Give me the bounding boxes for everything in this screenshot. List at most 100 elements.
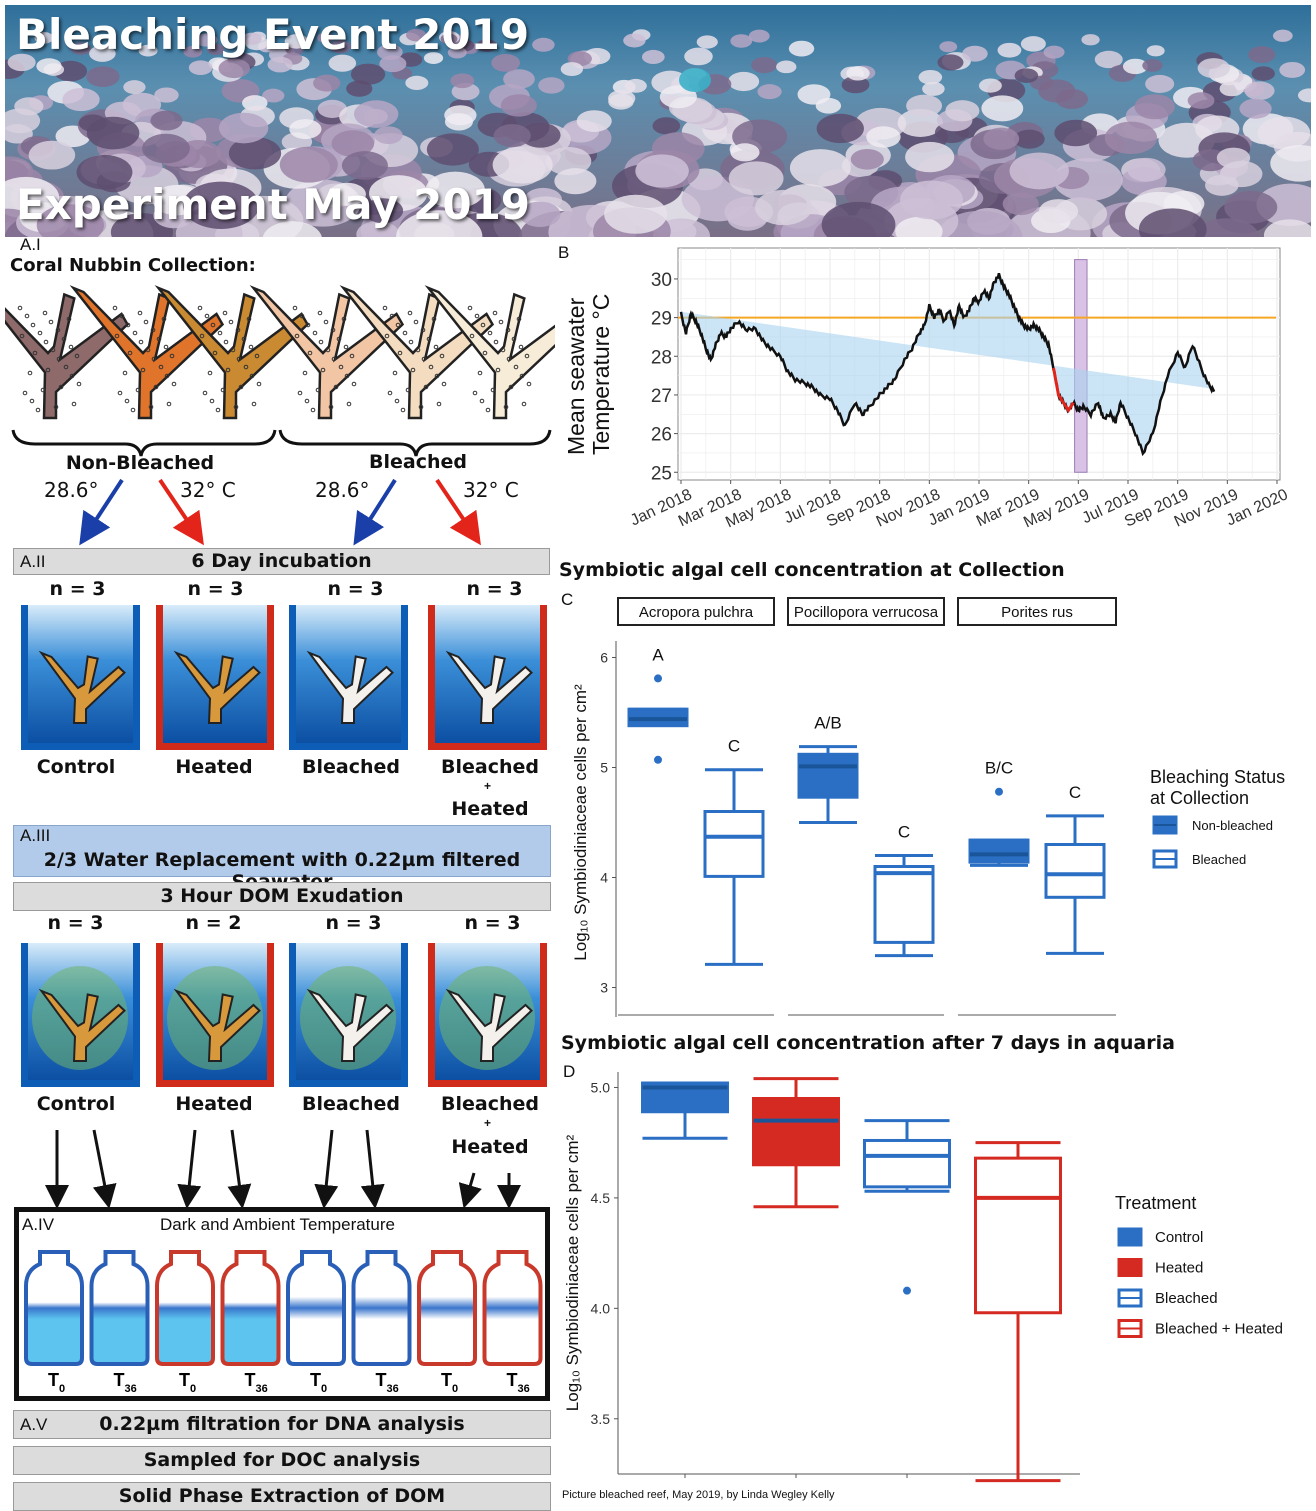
coral-colony <box>846 66 870 81</box>
coral-polyp <box>518 344 524 350</box>
timepoint-label: T36 <box>376 1370 399 1395</box>
treatment-label: Bleached <box>441 756 539 778</box>
spe-bar: Solid Phase Extraction of DOM <box>13 1482 551 1511</box>
y-tick-label: 6 <box>600 650 608 666</box>
a1-title: Coral Nubbin Collection: <box>10 255 256 276</box>
significance-letter: C <box>898 823 910 842</box>
coral-colony <box>492 146 553 184</box>
coral-colony <box>1194 218 1260 237</box>
header-title: Bleaching Event 2019 <box>16 10 530 59</box>
coral-colony <box>576 110 612 132</box>
coral-polyp <box>382 305 388 311</box>
coral-polyp <box>127 350 133 356</box>
coral-polyp <box>199 333 205 339</box>
coral-colony <box>789 149 851 187</box>
coral-polyp <box>140 367 146 373</box>
coral-colony <box>962 45 988 62</box>
coral-polyp <box>299 313 305 319</box>
coral-polyp <box>223 339 229 345</box>
coral-polyp <box>251 401 257 407</box>
coral-polyp <box>166 401 172 407</box>
coral-polyp <box>392 370 398 376</box>
timepoint-label: T0 <box>441 1370 458 1395</box>
coral-polyp <box>394 398 400 404</box>
legend-label: Bleached + Heated <box>1155 1321 1283 1338</box>
aquaria-boxplot: 3.5 4.0 4.5 5.0 Log₁₀ Symbiodiniaceae cells … <box>563 1072 1283 1483</box>
coral-polyp <box>210 322 216 328</box>
coral-polyp <box>68 344 74 350</box>
y-tick-label: 4 <box>600 870 608 886</box>
coral-colony <box>28 140 76 170</box>
coral-nubbin <box>38 988 126 1062</box>
coral-polyp <box>331 356 337 362</box>
coral-colony <box>776 60 797 74</box>
coral-polyp <box>58 384 64 390</box>
y-tick-label: 27 <box>651 386 672 407</box>
significance-letter: A/B <box>814 714 841 733</box>
coral-colony <box>1094 50 1123 69</box>
a4-title: Dark and Ambient Temperature <box>160 1215 395 1234</box>
coral-colony <box>1009 152 1069 190</box>
outlier-point <box>654 755 662 764</box>
coral-colony <box>905 141 955 173</box>
treatment-label: Control <box>36 756 116 778</box>
coral-polyp <box>119 313 125 319</box>
coral-colony <box>242 32 262 45</box>
coral-polyp <box>493 339 499 345</box>
coral-colony <box>86 116 140 150</box>
coral-colony <box>62 88 100 112</box>
coral-colony <box>684 47 713 66</box>
timepoint-label: T0 <box>310 1370 327 1395</box>
coral-polyp <box>29 398 35 404</box>
coral-colony <box>262 88 285 103</box>
coral-colony <box>356 220 400 237</box>
coral-colony <box>1142 59 1163 72</box>
treatment-label: Bleached <box>302 756 400 778</box>
coral-colony <box>1081 34 1100 46</box>
coral-colony <box>150 110 183 131</box>
incubation-bottle <box>417 1250 477 1366</box>
coral-colony <box>219 112 269 144</box>
coral-colony <box>425 171 485 209</box>
doc-title: Sampled for DOC analysis <box>143 1449 421 1471</box>
y-tick-label: 26 <box>651 425 672 446</box>
coral-polyp <box>43 339 49 345</box>
coral-colony <box>866 126 901 148</box>
coral-colony <box>70 42 92 55</box>
coral-colony <box>341 151 388 180</box>
coral-polyp <box>397 350 403 356</box>
coral-colony <box>262 221 322 237</box>
coral-polyp <box>30 322 36 328</box>
coral-polyp <box>143 319 149 325</box>
brace-bleached <box>278 429 552 457</box>
coral-polyp <box>130 407 136 413</box>
box <box>968 838 1030 864</box>
coral-colony <box>195 33 218 47</box>
coral-polyp <box>384 333 390 339</box>
coral-polyp <box>511 336 517 342</box>
box <box>797 752 859 799</box>
coral-nubbin <box>445 988 533 1062</box>
coral-colony <box>635 154 689 188</box>
box <box>974 1156 1062 1315</box>
coral-colony <box>1014 68 1039 83</box>
facet-strip <box>787 597 945 626</box>
coral-polyp <box>171 381 177 387</box>
coral-polyp <box>207 370 213 376</box>
coral-polyp <box>215 407 221 413</box>
coral-colony <box>895 216 943 237</box>
coral-polyp <box>333 384 339 390</box>
coral-colony <box>532 37 555 52</box>
y-tick-label: 3 <box>600 980 608 996</box>
coral-colony <box>983 127 1020 150</box>
coral-colony <box>1020 36 1046 52</box>
spe-title: Solid Phase Extraction of DOM <box>118 1485 446 1507</box>
coral-colony <box>1270 144 1311 182</box>
coral-polyp <box>474 313 480 319</box>
coral-polyp <box>233 404 239 410</box>
coral-colony <box>426 133 479 166</box>
legend-label: Control <box>1155 1229 1203 1246</box>
timepoint-label: T36 <box>245 1370 268 1395</box>
tank-bleached-heated <box>428 605 547 750</box>
coral-nubbin <box>173 988 261 1062</box>
